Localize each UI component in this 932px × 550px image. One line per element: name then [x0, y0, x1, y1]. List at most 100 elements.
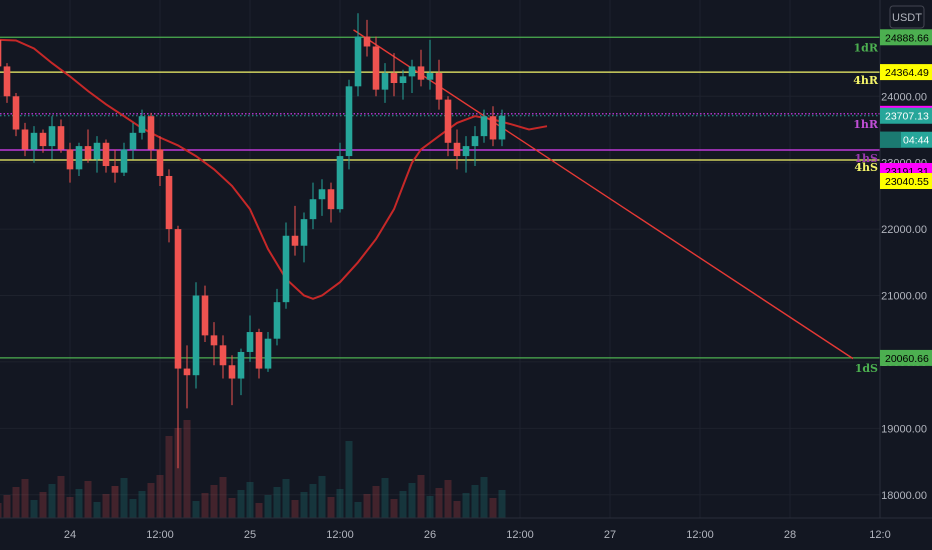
candle-body	[345, 86, 353, 157]
volume-bar	[30, 500, 38, 518]
candle	[30, 126, 38, 163]
volume-bar	[246, 482, 254, 518]
candle	[111, 149, 119, 183]
candle	[246, 315, 254, 362]
candle	[84, 129, 92, 163]
volume-bar	[3, 495, 11, 518]
level-label-1hr: 1hR	[853, 118, 879, 131]
price-tags: 24888.6624364.4923736.0723191.3123040.55…	[880, 29, 932, 366]
price-tag-1dr-bg	[880, 29, 932, 46]
volume-bar	[255, 503, 263, 518]
candle-body	[129, 132, 137, 150]
volume-bar	[444, 480, 452, 518]
candle-body	[390, 73, 398, 84]
volume-bar	[354, 502, 362, 518]
candle	[147, 112, 155, 160]
volume-bar	[192, 501, 200, 518]
price-tick-label: 19000.00	[881, 423, 927, 435]
candle	[201, 285, 209, 343]
price-tag-4hr: 24364.49	[880, 64, 932, 81]
candle-body	[147, 116, 155, 150]
price-tag-4hs: 23040.55	[880, 173, 932, 190]
candle-body	[498, 115, 506, 140]
candle	[156, 136, 164, 186]
price-tag-4hr-text: 24364.49	[885, 67, 929, 79]
candle	[282, 222, 290, 309]
time-tick-label: 12:00	[506, 529, 534, 541]
candle	[138, 109, 146, 140]
candle	[210, 322, 218, 366]
volume-bar	[471, 485, 479, 518]
candle	[462, 136, 470, 173]
price-tag-1ds-bg	[880, 349, 932, 366]
candle-body	[264, 338, 272, 369]
time-tick-label: 12:00	[686, 529, 714, 541]
volume-bar	[426, 496, 434, 518]
candle-body	[156, 149, 164, 176]
candle-body	[3, 66, 11, 97]
level-label-4hs: 4hS	[854, 161, 878, 174]
candle-body	[435, 73, 443, 100]
candle	[0, 39, 2, 67]
volume-bar	[291, 500, 299, 518]
candle-body	[66, 149, 74, 170]
volume-bar	[48, 484, 56, 518]
price-tag-last-text: 23707.13	[885, 111, 929, 123]
volume-bar	[120, 478, 128, 518]
volume-bar	[327, 497, 335, 518]
candle	[498, 109, 506, 147]
candle	[273, 288, 281, 346]
candle	[327, 182, 335, 223]
candle	[372, 36, 380, 97]
volume-bar	[21, 479, 29, 518]
candle-body	[291, 235, 299, 246]
candle-body	[354, 36, 362, 87]
candle	[93, 136, 101, 173]
price-tag-last-bg	[880, 107, 932, 124]
price-tag-1ds-text: 20060.66	[885, 353, 929, 365]
candle-body	[201, 295, 209, 336]
candle-body	[372, 46, 380, 90]
price-axis[interactable]: 18000.0019000.0020000.0021000.0022000.00…	[879, 0, 932, 550]
level-lines	[0, 36, 880, 359]
candle-body	[75, 146, 83, 170]
currency-badge[interactable]: USDT	[889, 5, 925, 29]
candle	[363, 19, 371, 57]
candle	[174, 225, 182, 469]
volume-bar	[381, 478, 389, 518]
candle	[165, 169, 173, 243]
candles	[0, 13, 506, 469]
candle-body	[480, 116, 488, 137]
candle	[345, 79, 353, 170]
candle-body	[48, 126, 56, 147]
candle-body	[21, 129, 29, 150]
level-label-4hr: 4hR	[853, 74, 879, 87]
candle-body	[399, 76, 407, 84]
time-axis[interactable]: 24 12:00 25 12:00 26 12:00 27 12:00 28 12:0	[0, 517, 932, 541]
candle-body	[444, 99, 452, 143]
price-tag-1dr: 24888.66	[880, 29, 932, 46]
candle-body	[363, 36, 371, 47]
candle-body	[282, 235, 290, 303]
candle	[39, 129, 47, 153]
candle	[390, 53, 398, 97]
candle	[192, 282, 200, 389]
volume-bar	[93, 502, 101, 518]
candle	[417, 49, 425, 87]
candle-body	[426, 73, 434, 80]
candle	[219, 335, 227, 379]
candle-body	[237, 351, 245, 379]
candle	[3, 63, 11, 103]
volume-bar	[480, 477, 488, 518]
volume-bar	[489, 498, 497, 518]
candle-body	[111, 166, 119, 173]
candle	[426, 39, 434, 90]
volume-bar	[210, 485, 218, 518]
countdown-left	[880, 131, 901, 148]
candle	[183, 345, 191, 409]
volume-bar	[453, 501, 461, 518]
candle	[12, 92, 20, 137]
candle-body	[381, 73, 389, 90]
volume-bar	[318, 476, 326, 518]
